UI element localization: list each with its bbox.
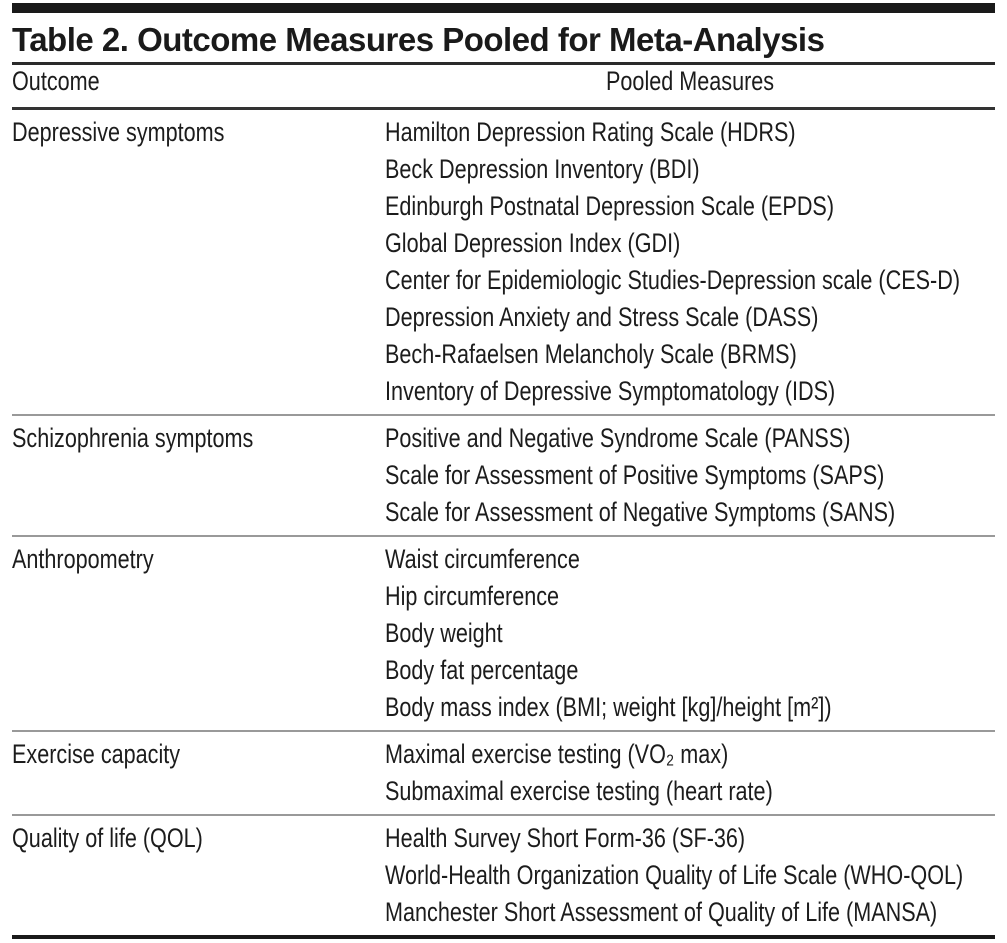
measure-text: Manchester Short Assessment of Quality o… <box>385 897 938 927</box>
measure-text: Edinburgh Postnatal Depression Scale (EP… <box>385 191 835 221</box>
measure-line: Scale for Assessment of Positive Symptom… <box>385 457 1007 494</box>
measure-line: Global Depression Index (GDI) <box>385 225 1007 262</box>
measure-line: Scale for Assessment of Negative Symptom… <box>385 494 1007 531</box>
column-header-outcome-label: Outcome <box>12 66 100 96</box>
measures-cell: Waist circumference Hip circumference Body… <box>385 541 995 726</box>
measures-cell: Hamilton Depression Rating Scale (HDRS) B… <box>385 114 1007 410</box>
outcome-cell-label: Depressive symptoms <box>12 117 225 147</box>
outcome-cell: Depressive symptoms <box>12 114 385 410</box>
measure-text: World-Health Organization Quality of Lif… <box>385 860 964 890</box>
column-header-pooled-measures: Pooled Measures <box>385 63 995 100</box>
measure-text: Hamilton Depression Rating Scale (HDRS) <box>385 117 796 147</box>
table-row: Anthropometry Waist circumference Hip cir… <box>12 537 995 732</box>
measures-cell: Positive and Negative Syndrome Scale (PA… <box>385 420 1007 531</box>
measure-text: Center for Epidemiologic Studies-Depress… <box>385 265 961 295</box>
table-header-row: Outcome Pooled Measures <box>12 65 995 110</box>
outcome-cell-label: Schizophrenia symptoms <box>12 423 254 453</box>
measure-text: Body weight <box>385 618 503 648</box>
measure-text: Beck Depression Inventory (BDI) <box>385 154 700 184</box>
outcome-cell-label: Anthropometry <box>12 544 154 574</box>
table-row: Schizophrenia symptoms Positive and Nega… <box>12 416 995 537</box>
measure-line: Body mass index (BMI; weight [kg]/height… <box>385 689 995 726</box>
measure-text: Global Depression Index (GDI) <box>385 228 681 258</box>
measure-line: Positive and Negative Syndrome Scale (PA… <box>385 420 1007 457</box>
measure-text: Scale for Assessment of Negative Symptom… <box>385 497 896 527</box>
table-row: Depressive symptoms Hamilton Depression … <box>12 110 995 416</box>
measure-line: Beck Depression Inventory (BDI) <box>385 151 1007 188</box>
measures-cell: Maximal exercise testing (VO₂ max) Submax… <box>385 736 995 810</box>
measure-text: Depression Anxiety and Stress Scale (DAS… <box>385 302 819 332</box>
measure-line: Inventory of Depressive Symptomatology (… <box>385 373 1007 410</box>
table-row: Exercise capacity Maximal exercise testi… <box>12 732 995 816</box>
measure-text: Maximal exercise testing (VO₂ max) <box>385 739 729 769</box>
measure-line: Bech-Rafaelsen Melancholy Scale (BRMS) <box>385 336 1007 373</box>
column-header-pooled-measures-label: Pooled Measures <box>605 66 775 96</box>
measure-line: Maximal exercise testing (VO₂ max) <box>385 736 995 773</box>
measure-line: Center for Epidemiologic Studies-Depress… <box>385 262 1007 299</box>
measure-line: Depression Anxiety and Stress Scale (DAS… <box>385 299 1007 336</box>
outcome-cell: Quality of life (QOL) <box>12 820 385 931</box>
table-top-border <box>12 3 995 13</box>
measure-text: Body mass index (BMI; weight [kg]/height… <box>385 692 832 722</box>
measure-text: Inventory of Depressive Symptomatology (… <box>385 376 836 406</box>
measure-text: Hip circumference <box>385 581 560 611</box>
measure-text: Health Survey Short Form-36 (SF-36) <box>385 823 746 853</box>
measure-line: Body weight <box>385 615 995 652</box>
measure-text: Waist circumference <box>385 544 580 574</box>
table-body: Depressive symptoms Hamilton Depression … <box>12 110 995 939</box>
measure-line: Hip circumference <box>385 578 995 615</box>
measure-line: Hamilton Depression Rating Scale (HDRS) <box>385 114 1007 151</box>
table-row: Quality of life (QOL) Health Survey Shor… <box>12 816 995 939</box>
table-title: Table 2. Outcome Measures Pooled for Met… <box>12 21 825 58</box>
outcome-cell: Anthropometry <box>12 541 385 726</box>
measure-line: Manchester Short Assessment of Quality o… <box>385 894 1007 931</box>
outcome-cell-label: Exercise capacity <box>12 739 181 769</box>
measure-line: Edinburgh Postnatal Depression Scale (EP… <box>385 188 1007 225</box>
measure-line: World-Health Organization Quality of Lif… <box>385 857 1007 894</box>
column-header-outcome: Outcome <box>12 63 385 100</box>
measures-cell: Health Survey Short Form-36 (SF-36) World… <box>385 820 1007 931</box>
measure-line: Submaximal exercise testing (heart rate) <box>385 773 995 810</box>
title-rule <box>12 62 995 65</box>
measure-text: Submaximal exercise testing (heart rate) <box>385 776 773 806</box>
measure-text: Body fat percentage <box>385 655 579 685</box>
outcome-cell-label: Quality of life (QOL) <box>12 823 203 853</box>
outcome-measures-table: Table 2. Outcome Measures Pooled for Met… <box>12 3 995 939</box>
measure-text: Positive and Negative Syndrome Scale (PA… <box>385 423 851 453</box>
outcome-cell: Exercise capacity <box>12 736 385 810</box>
measure-line: Waist circumference <box>385 541 995 578</box>
measure-text: Bech-Rafaelsen Melancholy Scale (BRMS) <box>385 339 797 369</box>
measure-line: Health Survey Short Form-36 (SF-36) <box>385 820 1007 857</box>
outcome-cell: Schizophrenia symptoms <box>12 420 385 531</box>
measure-line: Body fat percentage <box>385 652 995 689</box>
measure-text: Scale for Assessment of Positive Symptom… <box>385 460 885 490</box>
